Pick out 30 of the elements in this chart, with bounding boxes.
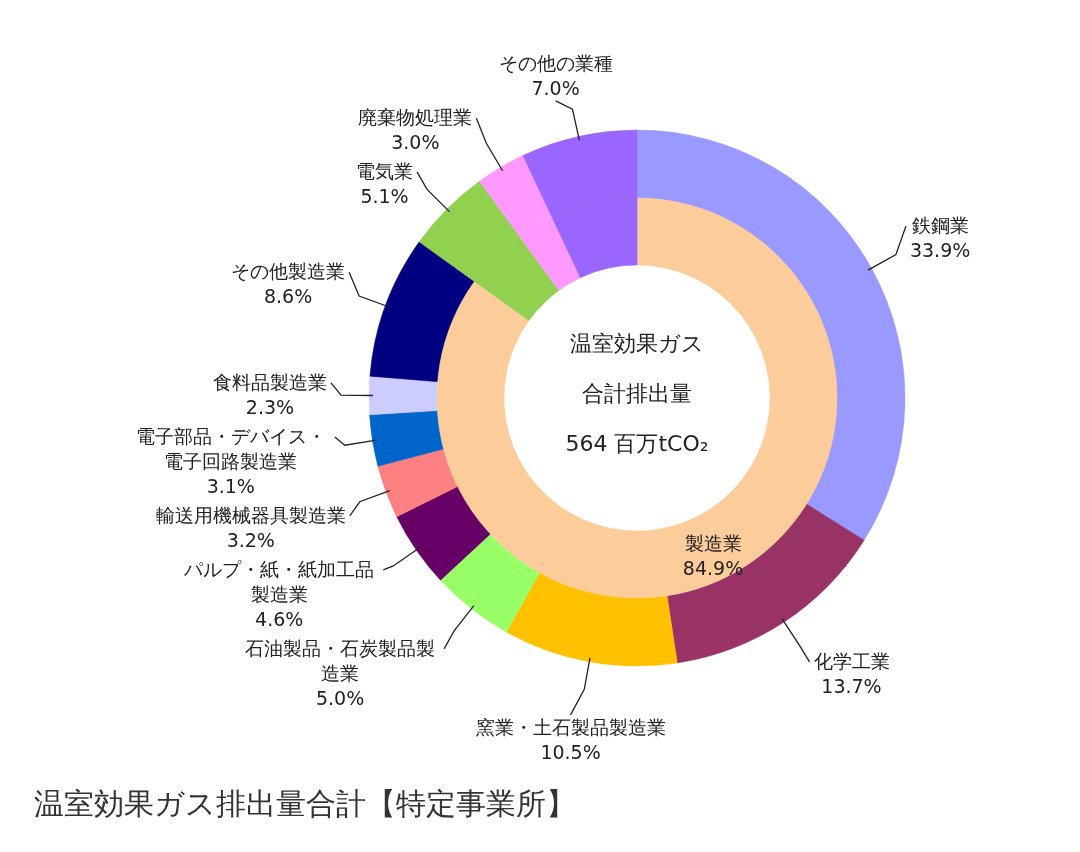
text: 温室効果ガス排出量合計【特定事業所】 [34, 785, 576, 823]
data-label: 5.1% [360, 184, 409, 207]
slice-label: 製造業 [684, 532, 742, 555]
slice-label: その他の業種 [498, 51, 613, 74]
slice-label: 窯業・土石製品製造業 [475, 715, 666, 738]
slice-label: パルプ・紙・紙加工品製造業 [184, 557, 375, 605]
data-label: 3.1% [206, 474, 255, 497]
data-label: 3.2% [226, 528, 275, 551]
data-label: 5.0% [315, 686, 365, 709]
slice-label: 化学工業 [813, 649, 890, 672]
text: 合計排出量 [582, 380, 692, 406]
text: 564 百万tCO₂ [565, 430, 709, 456]
slice-label: 電子部品・デバイス・電子回路製造業 [135, 424, 326, 472]
slice-label: 鉄鋼業 [911, 214, 969, 237]
data-label: 33.9% [909, 239, 971, 262]
data-label: 10.5% [540, 740, 601, 763]
data-label: 4.6% [255, 607, 304, 630]
slice-label: 食料品製造業 [213, 370, 327, 393]
data-label: 84.9% [682, 557, 744, 580]
slice-label: 廃棄物処理業 [358, 105, 473, 128]
slice-label: 石油製品・石炭製品製造業 [245, 636, 436, 684]
data-label: 3.0% [391, 130, 440, 153]
slice-label: 輸送用機械器具製造業 [155, 503, 346, 526]
slice-label: その他製造業 [231, 260, 346, 283]
text: 温室効果ガス [570, 330, 704, 356]
slice-label: 電気業 [356, 159, 414, 182]
data-label: 13.7% [821, 674, 882, 697]
data-label: 8.6% [263, 285, 313, 308]
data-label: 7.0% [531, 76, 580, 99]
data-label: 2.3% [245, 395, 295, 418]
